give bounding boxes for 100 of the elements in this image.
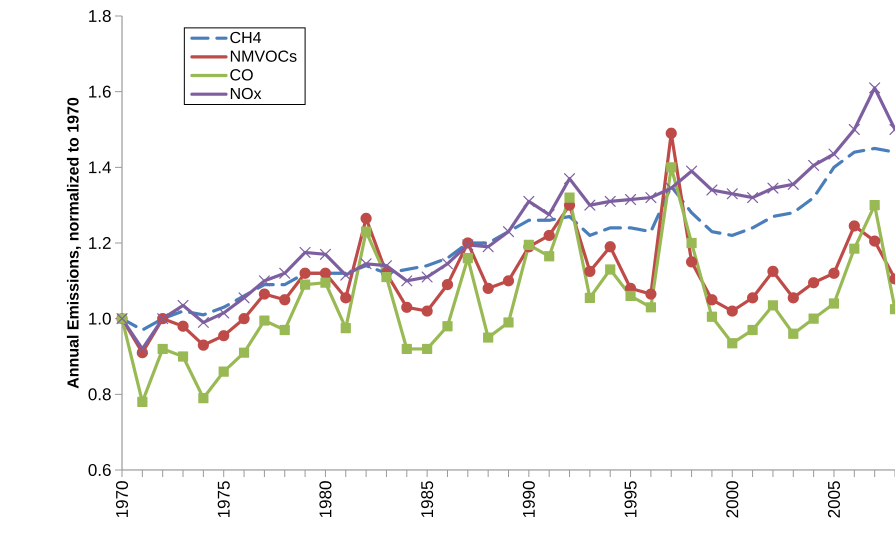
- y-tick-label: 1.0: [89, 312, 111, 325]
- point: [727, 338, 738, 348]
- x-tick-label: 1980: [319, 481, 332, 518]
- point: [788, 178, 799, 190]
- point: [177, 320, 189, 332]
- point: [584, 292, 595, 303]
- point: [849, 244, 860, 254]
- point: [422, 344, 432, 354]
- point: [747, 192, 758, 204]
- y-tick-label: 1.6: [89, 86, 111, 98]
- point: [482, 282, 494, 294]
- point: [178, 351, 188, 362]
- point: [584, 200, 596, 211]
- point: [238, 313, 250, 324]
- point: [706, 294, 718, 306]
- point: [605, 264, 616, 275]
- point: [544, 209, 555, 220]
- point: [158, 344, 168, 354]
- point: [870, 200, 880, 210]
- point: [767, 182, 778, 194]
- point: [340, 323, 351, 334]
- point: [482, 241, 494, 252]
- y-tick-label: 0.6: [88, 464, 111, 476]
- point: [279, 268, 290, 279]
- point: [869, 235, 880, 247]
- x-tick-label: 2000: [726, 481, 738, 518]
- point: [808, 277, 820, 288]
- y-tick-label: 0.8: [88, 388, 111, 400]
- point: [706, 184, 718, 196]
- x-tick-label: 1975: [218, 481, 230, 518]
- point: [564, 192, 575, 203]
- point: [259, 315, 270, 326]
- y-tick-label: 1.2: [89, 237, 111, 249]
- point: [402, 344, 412, 354]
- point: [258, 275, 270, 286]
- x-tick-label: 1985: [421, 481, 434, 518]
- point: [828, 298, 840, 309]
- point: [360, 258, 372, 270]
- point: [524, 240, 534, 250]
- point: [584, 266, 596, 277]
- point: [666, 128, 677, 139]
- point: [198, 340, 209, 351]
- point: [848, 220, 860, 232]
- point: [686, 238, 697, 248]
- point: [381, 272, 392, 282]
- point: [238, 348, 250, 358]
- point: [748, 324, 758, 336]
- y-axis-title: Annual Emissions, normalized to 1970: [66, 98, 81, 388]
- point: [300, 246, 311, 258]
- point: [300, 280, 310, 290]
- point: [503, 317, 514, 328]
- point: [218, 330, 230, 342]
- point: [320, 248, 331, 260]
- point: [828, 268, 840, 279]
- point: [340, 292, 352, 304]
- point: [788, 292, 799, 304]
- point: [706, 312, 718, 322]
- point: [767, 266, 779, 277]
- point: [544, 251, 554, 262]
- x-tick-label: 1970: [116, 481, 128, 518]
- point: [604, 241, 616, 252]
- point: [666, 162, 676, 172]
- y-tick-label: 1.8: [89, 10, 111, 22]
- point: [279, 294, 290, 306]
- point: [848, 124, 860, 136]
- point: [645, 192, 656, 204]
- point: [625, 194, 636, 206]
- point: [361, 226, 372, 237]
- point: [320, 278, 331, 288]
- point: [299, 268, 311, 279]
- point: [442, 279, 454, 290]
- x-tick-label: 2005: [828, 481, 840, 518]
- point: [808, 314, 819, 324]
- point: [726, 188, 738, 200]
- point: [401, 275, 412, 286]
- legend-label: NMVOCs: [230, 50, 297, 62]
- point: [360, 212, 372, 224]
- point: [218, 366, 229, 377]
- point: [442, 321, 453, 332]
- x-tick-label: 1990: [522, 481, 535, 518]
- point: [686, 256, 698, 268]
- point: [258, 288, 270, 300]
- point: [869, 82, 880, 94]
- point: [422, 271, 433, 283]
- point: [380, 260, 392, 272]
- point: [280, 324, 290, 336]
- x-tick-label: 1995: [624, 481, 637, 518]
- point: [625, 290, 636, 302]
- point: [544, 230, 555, 242]
- point: [401, 302, 412, 313]
- point: [136, 343, 148, 354]
- point: [198, 393, 208, 404]
- point: [137, 396, 148, 407]
- y-tick-label: 1.4: [89, 161, 111, 174]
- point: [747, 292, 758, 304]
- legend-label: CH4: [230, 32, 262, 44]
- point: [788, 328, 798, 339]
- point: [604, 196, 616, 207]
- point: [462, 253, 473, 264]
- point: [320, 268, 332, 279]
